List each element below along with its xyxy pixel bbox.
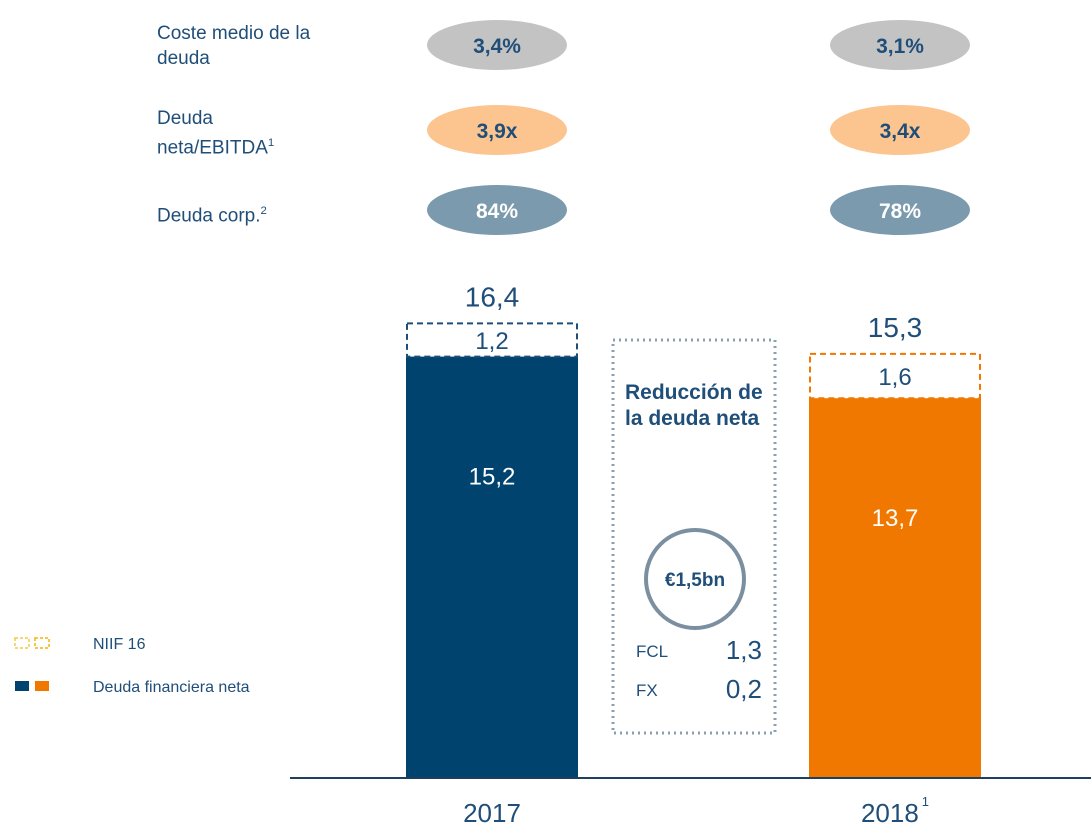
metric-label-text: Deuda neta/EBITDA	[157, 108, 268, 159]
legend-swatch	[14, 637, 30, 649]
amount-circle	[644, 528, 746, 630]
segment-label: 13,7	[872, 505, 919, 532]
item-label: FX	[636, 681, 658, 700]
category-text: 2018	[861, 798, 919, 828]
metric-label: Deuda corp.2	[157, 199, 267, 228]
metric-pill	[427, 20, 567, 70]
total-label: 15,3	[868, 312, 923, 343]
bar-dashed	[809, 352, 981, 400]
metric-value: 3,1%	[876, 35, 924, 58]
metric-label: Coste medio de la deuda	[157, 21, 347, 71]
metric-pill	[427, 185, 567, 235]
footnote-mark: 1	[267, 137, 275, 149]
metric-pill	[830, 105, 970, 155]
callout-title: Reducción de la deuda neta	[625, 380, 775, 432]
metric-label-text: Deuda corp.	[157, 205, 261, 227]
legend-swatch	[34, 637, 50, 649]
segment-label: 1,2	[475, 328, 508, 355]
segment-label: 15,2	[469, 464, 516, 491]
callout-box	[611, 338, 777, 735]
metric-value: 3,4x	[880, 120, 921, 143]
segment-label: 1,6	[878, 364, 911, 391]
metric-pill	[427, 105, 567, 155]
metric-pill	[830, 20, 970, 70]
callout-amount: €1,5bn	[665, 570, 725, 591]
item-label: FCL	[636, 642, 668, 661]
category-label: 2018 1	[861, 794, 929, 828]
legend-label: Deuda financiera neta	[93, 679, 250, 696]
item-value: 1,3	[726, 635, 762, 665]
metric-pill	[830, 185, 970, 235]
metric-label: Deuda neta/EBITDA1	[157, 106, 297, 160]
callout-title-text: Reducción de la deuda neta	[625, 381, 763, 430]
metric-value: 84%	[476, 200, 518, 223]
footnote-mark: 2	[260, 205, 267, 217]
metric-value: 78%	[879, 200, 921, 223]
metric-value: 3,9x	[477, 120, 518, 143]
footnote-mark: 1	[922, 794, 929, 809]
category-label: 2017	[463, 798, 521, 828]
bar	[406, 356, 578, 778]
legend-swatch	[35, 681, 49, 691]
total-label: 16,4	[465, 281, 520, 312]
metric-value: 3,4%	[473, 35, 521, 58]
bar	[809, 398, 981, 778]
category-text: 2017	[463, 798, 521, 828]
legend-swatch	[15, 681, 29, 691]
bar-dashed	[406, 322, 578, 358]
item-value: 0,2	[726, 674, 762, 704]
legend-label: NIIF 16	[93, 636, 146, 653]
metric-label-text: Coste medio de la deuda	[157, 23, 311, 69]
